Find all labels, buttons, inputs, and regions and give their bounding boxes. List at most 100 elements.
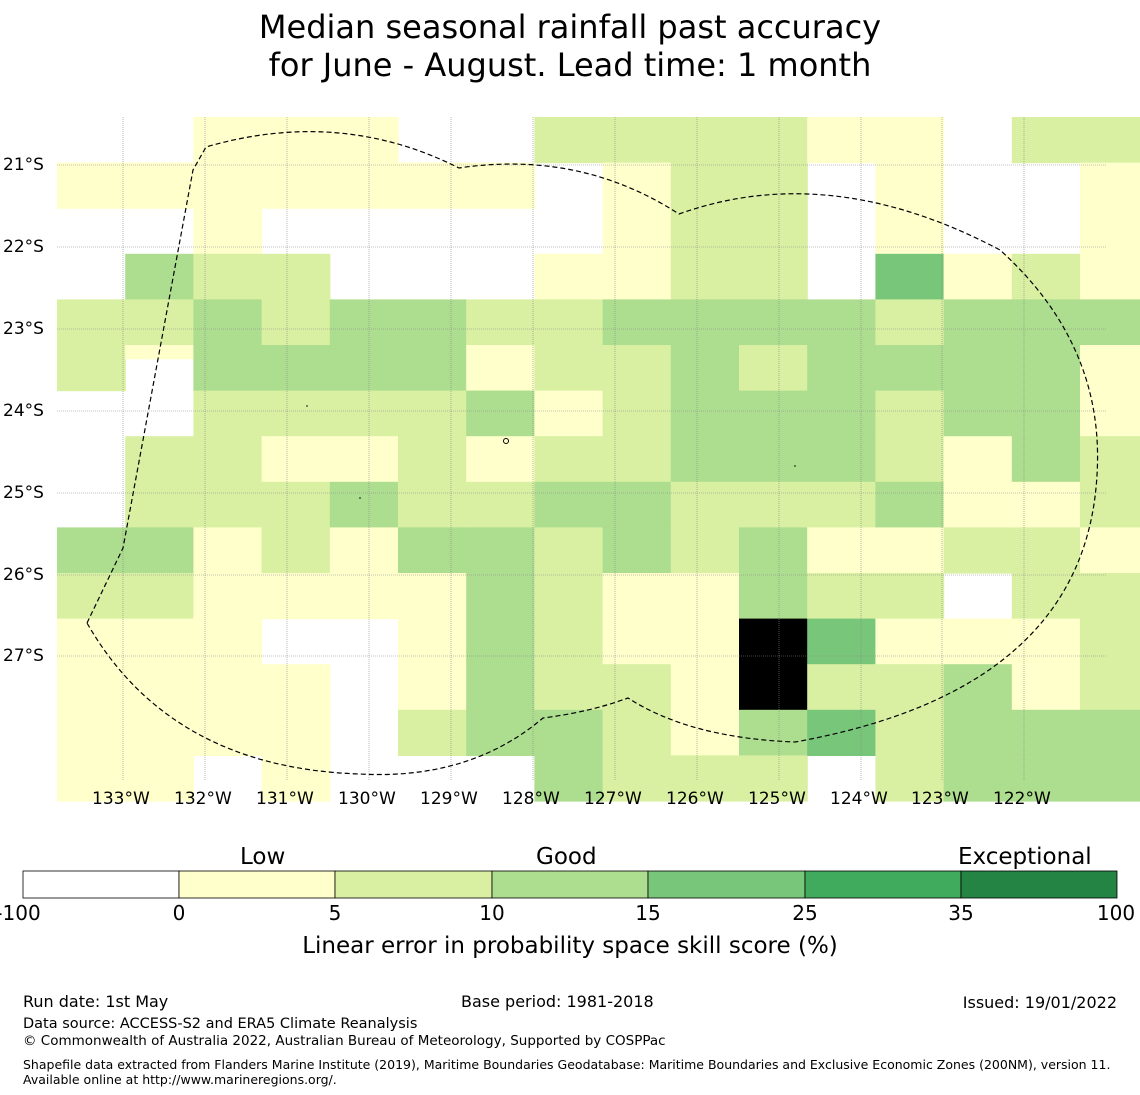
colorbar-segment — [960, 870, 1118, 899]
chart-title-line2: for June - August. Lead time: 1 month — [268, 46, 872, 84]
grid-cell — [739, 664, 808, 711]
colorbar-segment — [334, 870, 493, 899]
grid-cell — [602, 527, 672, 574]
grid-cell — [943, 709, 1013, 756]
grid-cell — [534, 664, 604, 711]
grid-cell — [602, 162, 672, 209]
grid-cell — [534, 618, 604, 665]
grid-cell — [875, 527, 945, 574]
grid-cell — [875, 573, 945, 620]
grid-cell — [193, 527, 263, 574]
colorbar-tick: 15 — [635, 901, 661, 925]
lon-label: 127°W — [584, 789, 642, 809]
grid-cell — [1080, 664, 1140, 711]
grid-cell — [534, 755, 604, 802]
grid-cell — [602, 253, 672, 300]
grid-cell — [943, 390, 1013, 437]
grid-cell — [329, 390, 399, 437]
grid-cell — [261, 664, 331, 711]
grid-cell — [943, 664, 1013, 711]
grid-cell — [534, 253, 604, 300]
lon-label: 133°W — [92, 789, 150, 809]
grid-cell — [125, 709, 194, 756]
colorbar-tick: -100 — [0, 901, 41, 925]
grid-cell — [1080, 117, 1140, 164]
grid-cell — [466, 664, 535, 711]
graticule — [57, 117, 1106, 780]
grid-cell — [534, 390, 604, 437]
grid-cell — [466, 618, 535, 665]
colorbar-segment — [491, 870, 649, 899]
grid-cell — [125, 436, 194, 483]
grid-cell — [398, 390, 467, 437]
island-marker — [503, 438, 509, 444]
colorbar-segment — [178, 870, 336, 899]
grid-cell — [1011, 664, 1081, 711]
lat-label: 22°S — [3, 237, 44, 257]
lat-label: 23°S — [3, 319, 44, 339]
grid-cell — [398, 162, 467, 209]
lon-label: 126°W — [666, 789, 724, 809]
grid-cell — [1080, 527, 1140, 574]
grid-cell — [466, 162, 535, 209]
eez-boundary — [86, 131, 1099, 776]
skill-grid — [57, 117, 1140, 802]
issued-date: Issued: 19/01/2022 — [962, 993, 1117, 1012]
grid-cell — [1011, 299, 1081, 346]
island-marker — [359, 497, 361, 499]
lat-label: 26°S — [3, 565, 44, 585]
grid-cell — [739, 755, 808, 802]
grid-cell — [125, 162, 194, 209]
lon-label: 129°W — [420, 789, 478, 809]
grid-cell — [398, 436, 467, 483]
grid-cell — [1080, 436, 1140, 483]
grid-cell — [125, 299, 194, 346]
grid-cell — [261, 253, 331, 300]
grid-cell — [261, 527, 331, 574]
grid-cell — [807, 117, 876, 164]
grid-cell — [875, 664, 945, 711]
grid-cell — [534, 481, 604, 528]
grid-cell — [193, 253, 263, 300]
grid-cell — [57, 618, 126, 665]
grid-cell — [466, 709, 535, 756]
grid-cell — [943, 253, 1013, 300]
grid-cell — [329, 527, 399, 574]
grid-cell — [943, 481, 1013, 528]
grid-cell — [602, 481, 672, 528]
grid-cell — [739, 390, 808, 437]
legend-category-good: Good — [536, 844, 597, 870]
grid-cell — [670, 618, 740, 665]
grid-cell — [670, 573, 740, 620]
grid-cell — [670, 755, 740, 802]
colorbar — [22, 870, 1118, 899]
colorbar-tick: 35 — [948, 901, 974, 925]
grid-cell — [329, 162, 399, 209]
grid-cell — [602, 709, 672, 756]
grid-cell — [398, 299, 467, 346]
grid-cell — [602, 117, 672, 164]
grid-cell — [398, 709, 467, 756]
grid-cell — [125, 618, 194, 665]
grid-cell — [57, 345, 126, 392]
grid-cell — [1011, 253, 1081, 300]
run-date: Run date: 1st May — [23, 992, 169, 1011]
grid-cell — [670, 162, 740, 209]
grid-cell — [943, 436, 1013, 483]
grid-cell — [739, 618, 808, 665]
grid-cell — [1080, 481, 1140, 528]
lon-label: 122°W — [993, 789, 1051, 809]
grid-cell — [875, 618, 945, 665]
grid-cell — [534, 345, 604, 392]
grid-cell — [261, 162, 331, 209]
grid-cell — [125, 253, 194, 300]
grid-cell — [125, 573, 194, 620]
lon-label: 131°W — [256, 789, 314, 809]
grid-cell — [534, 573, 604, 620]
grid-cell — [670, 345, 740, 392]
grid-cell — [466, 299, 535, 346]
lon-label: 124°W — [830, 789, 888, 809]
grid-cell — [534, 436, 604, 483]
grid-cell — [466, 390, 535, 437]
grid-cell — [57, 709, 126, 756]
